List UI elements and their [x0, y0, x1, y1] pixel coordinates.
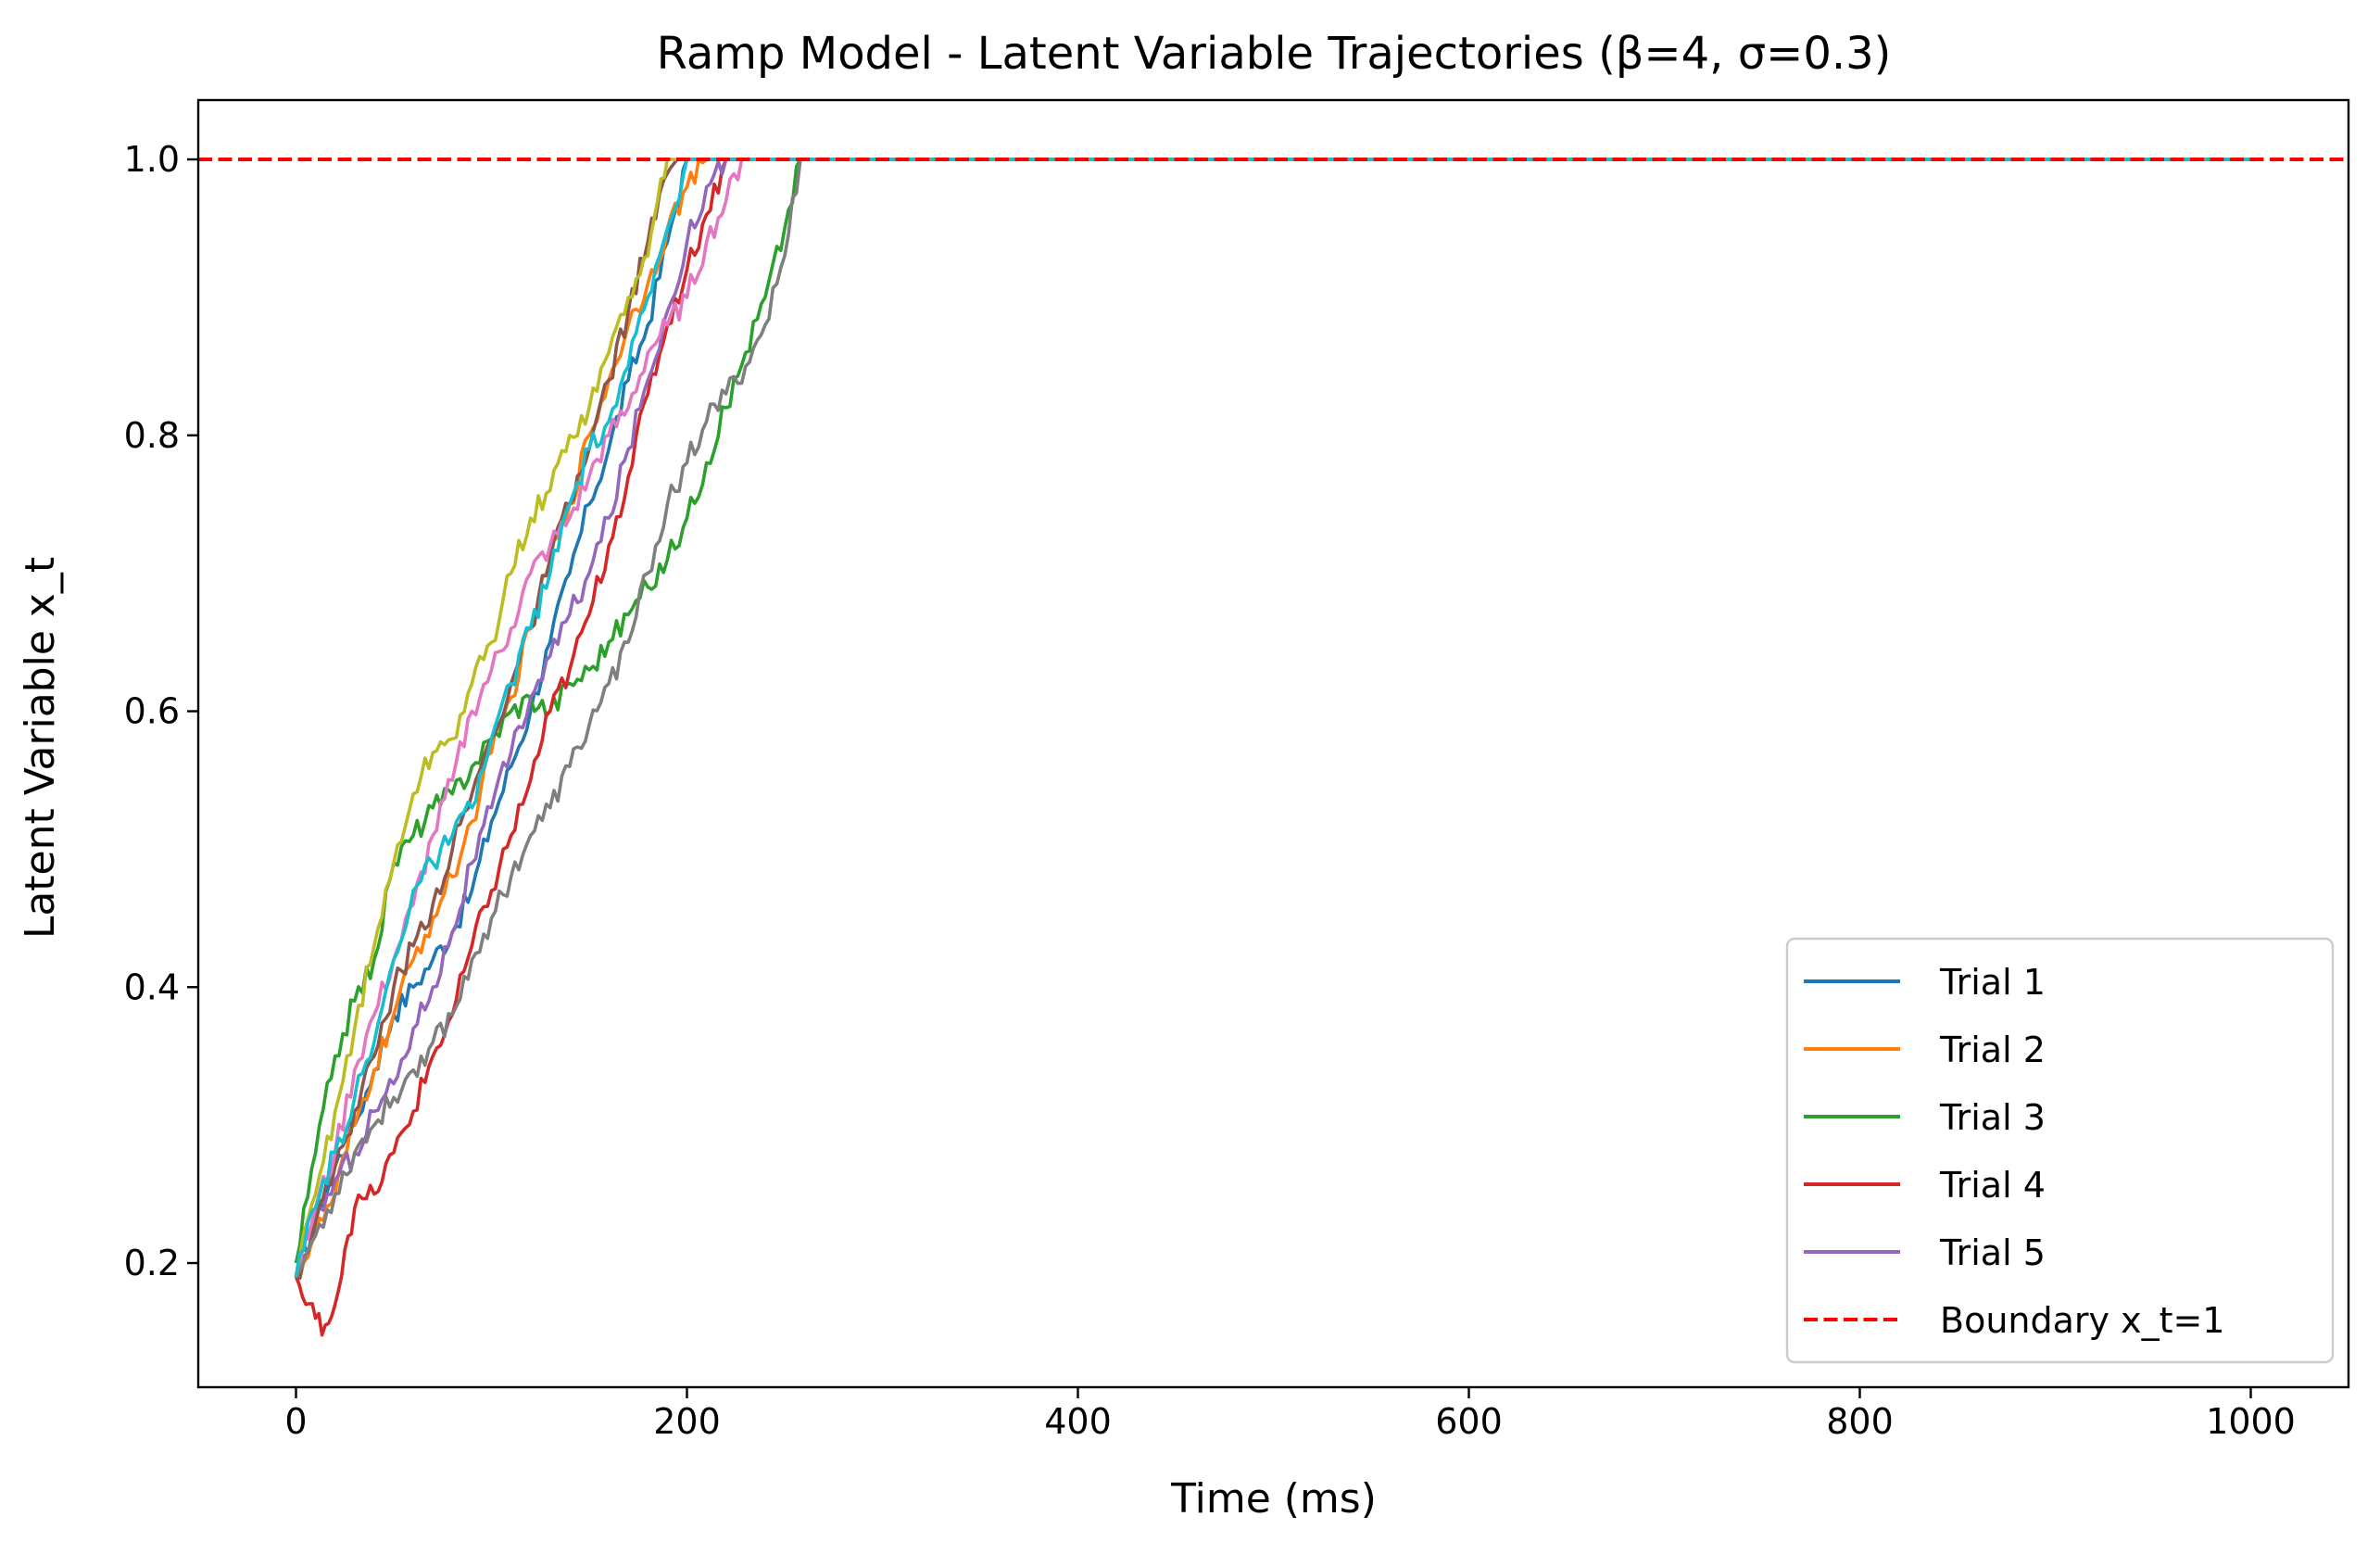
series-line-10 — [294, 158, 2251, 1278]
series-line-1 — [294, 158, 2251, 1278]
x-tick-label: 1000 — [2206, 1401, 2296, 1442]
y-tick-label: 0.8 — [124, 415, 180, 456]
x-axis-label: Time (ms) — [1170, 1475, 1377, 1522]
series-line-4 — [294, 158, 2251, 1337]
series-line-9 — [294, 158, 2251, 1278]
x-tick-label: 600 — [1435, 1401, 1503, 1442]
plot-frame — [196, 98, 2350, 1389]
y-axis-label: Latent Variable x_t — [17, 557, 64, 939]
y-tick-label: 1.0 — [124, 139, 180, 180]
legend-label: Trial 1 — [1939, 962, 2046, 1003]
legend-label: Boundary x_t=1 — [1940, 1300, 2225, 1341]
legend-label: Trial 3 — [1939, 1097, 2046, 1138]
legend-label: Trial 5 — [1939, 1232, 2046, 1273]
y-tick-label: 0.6 — [124, 691, 180, 732]
legend: Trial 1 Trial 2 Trial 3 Trial 4 Trial 5 Bound… — [1785, 937, 2335, 1364]
series-line-7 — [294, 158, 2251, 1278]
y-tick-label: 0.4 — [124, 967, 180, 1007]
x-tick-label: 800 — [1826, 1401, 1894, 1442]
x-tick-label: 200 — [653, 1401, 721, 1442]
legend-label: Trial 2 — [1939, 1030, 2046, 1070]
x-tick-label: 400 — [1044, 1401, 1112, 1442]
y-tick-label: 0.2 — [124, 1243, 180, 1283]
axes-ticks-group: 0 200 400 600 800 1000 0.2 0.4 0.6 0.8 1.0 — [124, 139, 2296, 1442]
x-tick-label: 0 — [284, 1401, 307, 1442]
legend-box — [1785, 937, 2335, 1364]
chart-title: Ramp Model - Latent Variable Trajectorie… — [657, 28, 1892, 80]
series-line-5 — [294, 158, 2251, 1278]
legend-label: Trial 4 — [1939, 1165, 2046, 1206]
series-line-8 — [294, 158, 2251, 1278]
plot-series-group — [198, 158, 2349, 1337]
